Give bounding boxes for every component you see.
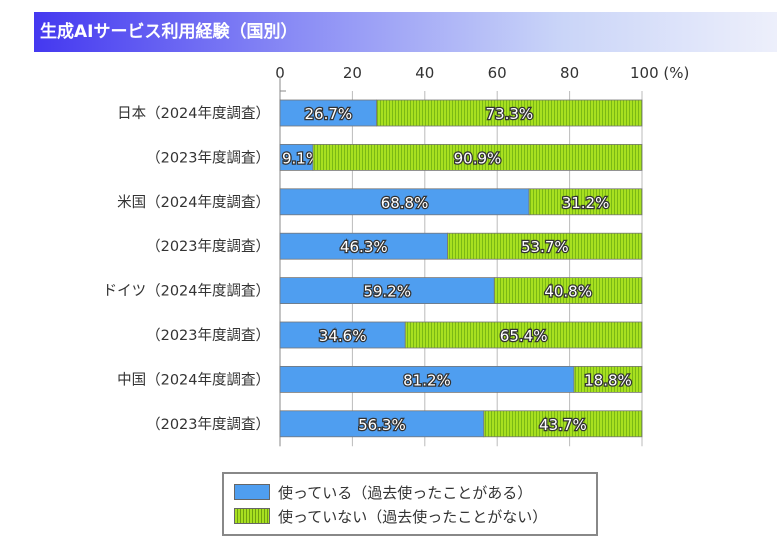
bar-used [279, 410, 485, 438]
data-label: 53.7% [521, 238, 569, 256]
bar-used [279, 321, 406, 349]
data-label: 18.8% [584, 371, 632, 389]
bar-not-used [447, 232, 643, 260]
bar-used [279, 277, 495, 305]
category-label: （2023年度調査） [146, 416, 270, 433]
bar-not-used [483, 410, 643, 438]
bar-not-used [528, 188, 643, 216]
category-label: ドイツ（2024年度調査） [103, 283, 270, 300]
legend-item-used: 使っている（過去使ったことがある） [234, 480, 596, 504]
data-label: 68.8% [381, 194, 429, 212]
data-label: 90.9% [454, 149, 502, 167]
chart: 0 20 40 60 80 100 (%) 日本（2024年度調査） 26.7% 73.3% （2… [103, 64, 689, 447]
x-tick-label: 40 [415, 64, 434, 82]
bar-not-used [312, 143, 643, 171]
x-tick-label: 80 [560, 64, 579, 82]
data-label: 81.2% [403, 371, 451, 389]
category-label: 中国（2024年度調査） [117, 371, 270, 388]
bar-used [279, 365, 575, 393]
data-label: 65.4% [500, 327, 548, 345]
x-tick-label: 0 [275, 64, 285, 82]
category-label: （2023年度調査） [146, 327, 270, 344]
data-label: 9.1% [282, 149, 320, 167]
data-label: 40.8% [544, 283, 592, 301]
data-label: 59.2% [363, 283, 411, 301]
bar-used [279, 232, 449, 260]
category-label: 米国（2024年度調査） [117, 194, 270, 211]
data-label: 46.3% [340, 238, 388, 256]
x-tick-label: 60 [488, 64, 507, 82]
x-tick-label: 20 [343, 64, 362, 82]
legend-swatch-blue [234, 484, 270, 500]
bar-not-used [376, 99, 643, 127]
chart-title: 生成AIサービス利用経験（国別） [34, 12, 777, 52]
bar-used [279, 143, 314, 171]
data-label: 34.6% [319, 327, 367, 345]
legend-item-not-used: 使っていない（過去使ったことがない） [234, 504, 596, 528]
legend: 使っている（過去使ったことがある） 使っていない（過去使ったことがない） [222, 472, 598, 536]
category-label: （2023年度調査） [146, 238, 270, 255]
category-label: （2023年度調査） [146, 149, 270, 166]
data-label: 31.2% [562, 194, 610, 212]
bar-not-used [573, 365, 643, 393]
bar-not-used [404, 321, 643, 349]
legend-swatch-green [234, 508, 270, 524]
data-label: 26.7% [304, 105, 352, 123]
x-tick-label: 100 (%) [630, 64, 689, 82]
data-label: 56.3% [358, 416, 406, 434]
bar-not-used [493, 277, 643, 305]
data-label: 43.7% [539, 416, 587, 434]
data-label: 73.3% [485, 105, 533, 123]
bar-used [279, 188, 530, 216]
category-label: 日本（2024年度調査） [117, 105, 270, 122]
